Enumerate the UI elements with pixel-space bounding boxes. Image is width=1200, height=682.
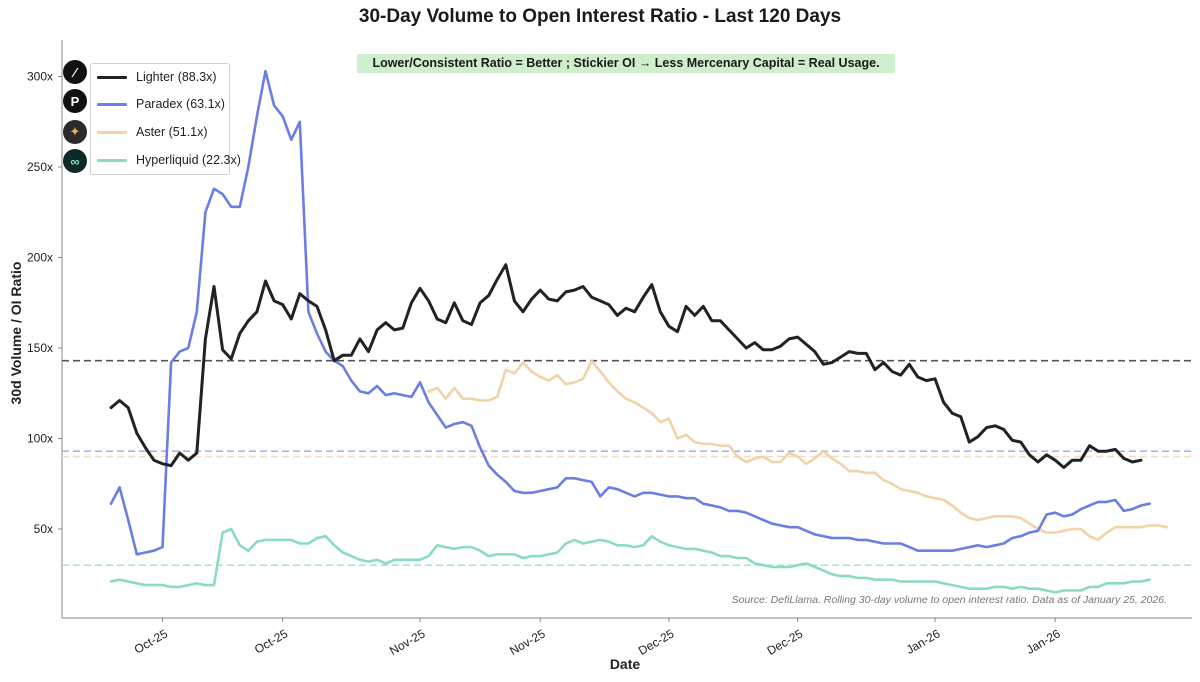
- legend: Lighter (88.3x) Paradex (63.1x) Aster (5…: [90, 63, 241, 175]
- legend-swatch-lighter: [97, 75, 127, 79]
- mean-lines-layer: [62, 359, 1192, 567]
- x-tick-label: Dec-25: [636, 626, 677, 658]
- chart-annotation: Lower/Consistent Ratio = Better ; Sticki…: [357, 54, 895, 73]
- legend-item-aster: Aster (51.1x): [97, 122, 208, 142]
- x-tick-label: Oct-25: [132, 626, 170, 656]
- series-line-hyperliquid: [109, 527, 1151, 594]
- y-tick-label: 50x: [34, 522, 53, 536]
- x-axis-label: Date: [609, 656, 641, 672]
- y-tick-label: 200x: [27, 251, 53, 265]
- x-tick-label: Dec-25: [765, 626, 806, 658]
- x-tick-label: Jan-26: [904, 626, 943, 657]
- y-tick-label: 300x: [27, 70, 53, 84]
- chart-title: 30-Day Volume to Open Interest Ratio - L…: [358, 6, 842, 27]
- x-tick-label: Jan-26: [1024, 626, 1063, 657]
- source-note: Source: DefiLlama. Rolling 30-day volume…: [731, 594, 1167, 606]
- legend-swatch-hyperliquid: [97, 158, 127, 162]
- y-tick-label: 150x: [27, 341, 53, 355]
- legend-label-paradex: Paradex (63.1x): [136, 97, 225, 111]
- legend-label-lighter: Lighter (88.3x): [136, 70, 217, 84]
- series-layer: [109, 69, 1169, 594]
- legend-label-hyperliquid: Hyperliquid (22.3x): [136, 153, 241, 167]
- x-tick-label: Nov-25: [387, 626, 428, 658]
- y-tick-label: 100x: [27, 432, 53, 446]
- series-line-paradex: [109, 69, 1151, 556]
- axes-layer: [61, 40, 1192, 619]
- x-tick-label: Oct-25: [252, 626, 290, 656]
- y-axis-label: 30d Volume / OI Ratio: [8, 261, 24, 405]
- hyperliquid-logo-icon: ∞: [63, 149, 87, 173]
- x-tick-label: Nov-25: [507, 626, 548, 658]
- legend-label-aster: Aster (51.1x): [136, 125, 208, 139]
- lighter-logo-icon: ∕: [63, 60, 87, 84]
- aster-logo-icon: ✦: [63, 120, 87, 144]
- series-line-aster: [427, 359, 1169, 542]
- paradex-logo-icon: P: [63, 89, 87, 113]
- series-line-lighter: [109, 263, 1143, 469]
- legend-item-lighter: Lighter (88.3x): [97, 67, 217, 87]
- legend-item-paradex: Paradex (63.1x): [97, 94, 225, 114]
- legend-swatch-paradex: [97, 102, 127, 106]
- legend-swatch-aster: [97, 130, 127, 134]
- y-tick-label: 250x: [27, 160, 53, 174]
- legend-item-hyperliquid: Hyperliquid (22.3x): [97, 150, 241, 170]
